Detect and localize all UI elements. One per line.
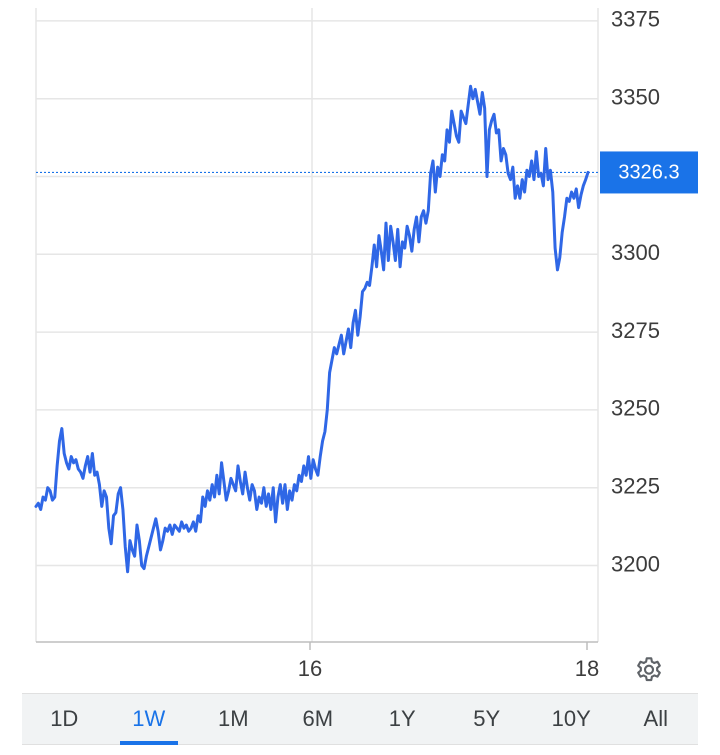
tab-6m[interactable]: 6M	[302, 706, 334, 731]
current-price-badge: 3326.3	[600, 151, 698, 194]
y-tick-label: 3250	[611, 396, 660, 421]
y-tick-label: 3300	[611, 240, 660, 265]
x-axis-ticks: 16 18	[298, 642, 599, 681]
tab-5y[interactable]: 5Y	[473, 706, 501, 731]
tab-1w[interactable]: 1W	[107, 694, 192, 745]
y-tick-label: 3350	[611, 85, 660, 110]
series-line	[34, 84, 590, 574]
gear-icon	[637, 657, 661, 682]
x-tick-label: 18	[575, 656, 599, 681]
x-tick-label: 16	[298, 656, 322, 681]
tab-1d[interactable]: 1D	[50, 706, 79, 731]
y-tick-label: 3200	[611, 551, 660, 576]
y-tick-label: 3375	[611, 7, 660, 32]
settings-button[interactable]	[633, 655, 665, 687]
time-range-selector: 1D 1W 1M 6M 1Y 5Y 10Y All	[22, 693, 698, 745]
current-price-badge-bg	[600, 151, 698, 194]
tab-10y[interactable]: 10Y	[551, 706, 591, 731]
y-tick-label: 3225	[611, 474, 660, 499]
y-axis-ticks: 32003225325032753300332533503375	[611, 7, 660, 577]
tab-all[interactable]: All	[643, 706, 668, 731]
current-price-label: 3326.3	[618, 162, 679, 184]
y-tick-label: 3275	[611, 318, 660, 343]
grid-lines	[35, 8, 599, 642]
tab-1y[interactable]: 1Y	[388, 706, 416, 731]
tab-1m[interactable]: 1M	[217, 706, 249, 731]
